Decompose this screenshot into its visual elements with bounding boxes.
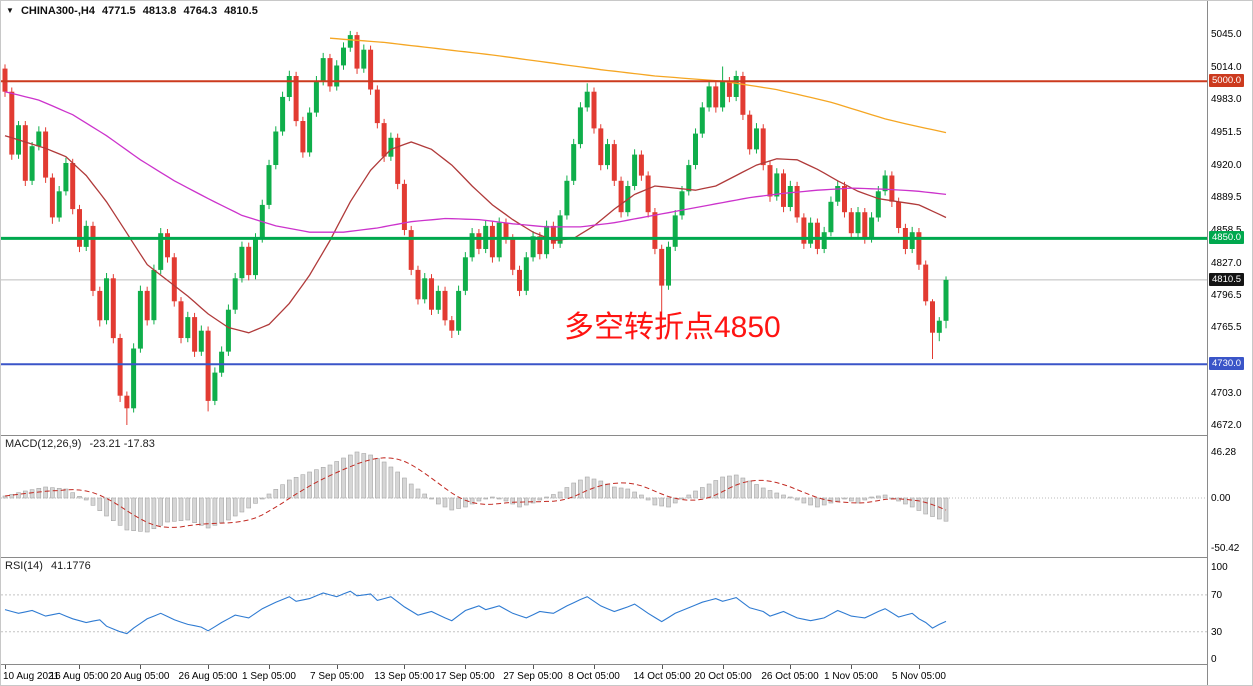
price-tick-label: 4951.5 <box>1211 127 1242 138</box>
price-tick-label: 4796.5 <box>1211 290 1242 301</box>
price-tick-label: 0.00 <box>1211 493 1231 504</box>
time-axis-tick <box>533 665 534 669</box>
price-axis[interactable]: 5045.0 5014.0 4983.0 4951.5 4920.0 4889.5 4858… <box>1208 1 1252 685</box>
price-tick-label: 4765.5 <box>1211 322 1242 333</box>
price-tick-label: 4920.0 <box>1211 160 1242 171</box>
symbol-dropdown-icon[interactable]: ▼ <box>6 6 14 15</box>
time-axis-label: 17 Sep 05:00 <box>435 671 495 682</box>
price-tick-label: -50.42 <box>1211 543 1240 554</box>
rsi-indicator-label: RSI(14) 41.1776 <box>5 560 96 572</box>
price-tick-label: 4827.0 <box>1211 258 1242 269</box>
rsi-value: 41.1776 <box>50 560 91 572</box>
rsi-title: RSI(14) <box>5 560 43 572</box>
time-axis-label: 26 Oct 05:00 <box>761 671 819 682</box>
time-axis-label: 13 Sep 05:00 <box>374 671 434 682</box>
price-tick-label: 100 <box>1211 562 1228 573</box>
time-axis-label: 14 Oct 05:00 <box>633 671 691 682</box>
price-tick-label: 5014.0 <box>1211 62 1242 73</box>
time-axis-tick <box>851 665 852 669</box>
price-badge: 5000.0 <box>1209 74 1245 87</box>
macd-values: -23.21 -17.83 <box>89 438 155 450</box>
pane-separator-macd[interactable] <box>1 435 1252 436</box>
price-tick-label: 4889.5 <box>1211 192 1242 203</box>
time-axis-label: 20 Aug 05:00 <box>110 671 170 682</box>
time-axis-label: 26 Aug 05:00 <box>178 671 238 682</box>
time-axis-label: 27 Sep 05:00 <box>503 671 563 682</box>
time-axis-label: 7 Sep 05:00 <box>310 671 364 682</box>
time-axis-tick <box>79 665 80 669</box>
price-tick-label: 4858.5 <box>1211 225 1242 236</box>
time-axis-tick <box>465 665 466 669</box>
price-tick-label: 0 <box>1211 654 1217 665</box>
ohlc-low: 4764.3 <box>183 5 218 17</box>
rsi-indicator-canvas[interactable] <box>1 558 1207 664</box>
time-axis-tick <box>269 665 270 669</box>
time-axis-label: 1 Sep 05:00 <box>242 671 296 682</box>
pane-separator-rsi[interactable] <box>1 557 1252 558</box>
time-axis-separator <box>1 664 1252 665</box>
time-axis-tick <box>404 665 405 669</box>
time-axis-tick <box>919 665 920 669</box>
price-tick-label: 5045.0 <box>1211 29 1242 40</box>
macd-indicator-canvas[interactable] <box>1 436 1207 557</box>
time-axis-tick <box>594 665 595 669</box>
time-axis-tick <box>723 665 724 669</box>
price-tick-label: 46.28 <box>1211 447 1237 458</box>
price-tick-label: 4703.0 <box>1211 388 1242 399</box>
ohlc-high: 4813.8 <box>142 5 177 17</box>
time-axis-label: 8 Oct 05:00 <box>568 671 620 682</box>
price-badge: 4810.5 <box>1209 273 1245 286</box>
chart-annotation-text: 多空转折点4850 <box>564 311 781 344</box>
ohlc-close: 4810.5 <box>224 5 258 17</box>
time-axis-tick <box>140 665 141 669</box>
time-axis-label: 1 Nov 05:00 <box>824 671 878 682</box>
time-axis[interactable]: 10 Aug 2021 16 Aug 05:00 20 Aug 05:00 26 Au… <box>1 665 1207 685</box>
time-axis-label: 20 Oct 05:00 <box>694 671 752 682</box>
price-tick-label: 4983.0 <box>1211 94 1242 105</box>
time-axis-label: 16 Aug 05:00 <box>49 671 109 682</box>
price-badge: 4850.0 <box>1209 231 1245 244</box>
time-axis-tick <box>662 665 663 669</box>
time-axis-tick <box>790 665 791 669</box>
time-axis-tick <box>337 665 338 669</box>
symbol-timeframe-label: CHINA300-,H4 <box>20 5 95 17</box>
price-badge: 4730.0 <box>1209 357 1245 370</box>
ohlc-open: 4771.5 <box>102 5 136 17</box>
price-axis-separator <box>1207 1 1208 685</box>
time-axis-tick <box>5 665 6 669</box>
price-tick-label: 70 <box>1211 590 1223 601</box>
price-tick-label: 4672.0 <box>1211 420 1242 431</box>
chart-ohlc-header: ▼ CHINA300-,H4 4771.5 4813.8 4764.3 4810… <box>6 5 262 17</box>
time-axis-label: 5 Nov 05:00 <box>892 671 946 682</box>
price-tick-label: 30 <box>1211 627 1223 638</box>
time-axis-tick <box>208 665 209 669</box>
price-chart-canvas[interactable] <box>1 1 1207 435</box>
time-axis-label: 10 Aug 2021 <box>3 671 60 682</box>
macd-title: MACD(12,26,9) <box>5 438 82 450</box>
macd-indicator-label: MACD(12,26,9) -23.21 -17.83 <box>5 438 160 450</box>
